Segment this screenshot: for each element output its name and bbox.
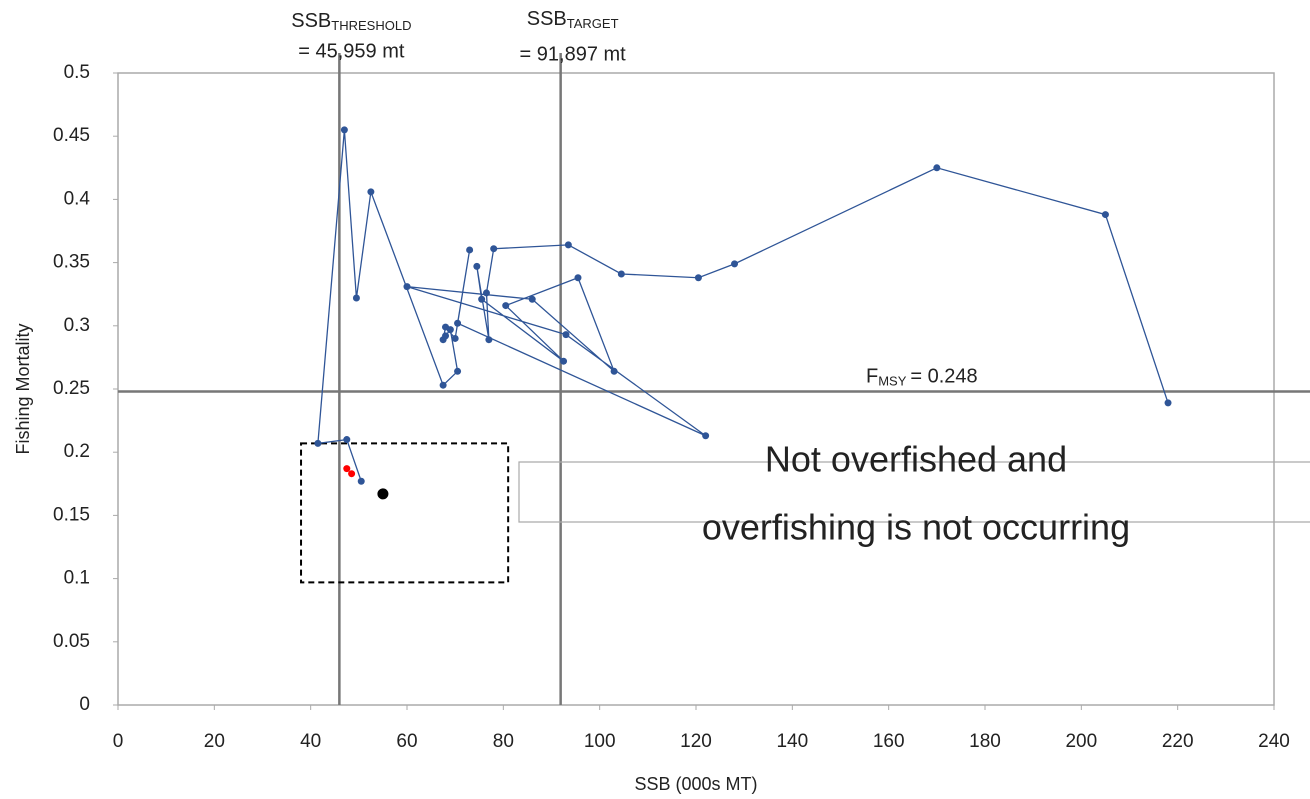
x-tick-label: 60: [396, 731, 417, 752]
x-tick-label: 240: [1258, 731, 1290, 752]
y-tick-label: 0.05: [53, 631, 90, 652]
series-line: [317, 129, 1169, 482]
callout-box: [518, 461, 1310, 523]
annotation: overfishing is not occurring: [702, 507, 1130, 548]
x-tick-label: 80: [493, 731, 514, 752]
reference-subscript: TARGET: [567, 16, 619, 31]
y-tick-label: 0.15: [53, 504, 90, 525]
x-tick-label: 20: [204, 731, 225, 752]
data-point: [348, 470, 356, 478]
data-point: [478, 295, 486, 303]
y-tick-label: 0: [79, 694, 90, 715]
x-tick-label: 180: [969, 731, 1001, 752]
data-point: [446, 326, 454, 334]
x-tick-label: 160: [873, 731, 905, 752]
data-point: [473, 262, 481, 270]
data-point: [442, 332, 450, 340]
data-point: [1164, 399, 1172, 407]
data-point: [1101, 211, 1109, 219]
data-point: [702, 432, 710, 440]
reference-subscript: THRESHOLD: [331, 18, 411, 33]
data-point: [731, 260, 739, 268]
data-point: [466, 246, 474, 254]
reference-name: SSB: [527, 8, 567, 30]
x-tick-label: 220: [1162, 731, 1194, 752]
data-point: [367, 188, 375, 196]
data-point: [617, 270, 625, 278]
x-tick-label: 140: [776, 731, 808, 752]
y-tick-label: 0.5: [64, 62, 90, 83]
data-point: [694, 274, 702, 282]
y-axis-label: Fishing Mortality: [13, 323, 33, 454]
reference-label: SSBTARGET: [527, 8, 619, 31]
y-tick-label: 0.1: [64, 568, 90, 589]
data-point: [377, 488, 389, 500]
data-point: [562, 331, 570, 339]
x-tick-label: 200: [1065, 731, 1097, 752]
data-point: [485, 336, 493, 344]
data-point: [502, 302, 510, 310]
reference-value-label: = 45,959 mt: [298, 40, 405, 62]
reference-name: F: [866, 366, 878, 388]
data-point: [574, 274, 582, 282]
x-tick-label: 120: [680, 731, 712, 752]
region-box: [300, 442, 510, 584]
y-tick-label: 0.2: [64, 441, 90, 462]
data-point: [560, 357, 568, 365]
y-tick-label: 0.4: [64, 188, 91, 209]
y-tick-label: 0.25: [53, 378, 90, 399]
data-point: [454, 319, 462, 327]
plot-border: [117, 72, 1275, 706]
data-point: [528, 295, 536, 303]
data-point: [314, 439, 322, 447]
reference-subscript: MSY: [878, 374, 907, 389]
y-tick-label: 0.35: [53, 252, 90, 273]
data-point: [564, 241, 572, 249]
data-point: [451, 334, 459, 342]
y-tick-label: 0.45: [53, 125, 90, 146]
data-point: [357, 477, 365, 485]
data-point: [403, 283, 411, 291]
data-point: [343, 436, 351, 444]
reference-label: FMSY = 0.248: [866, 366, 978, 389]
data-point: [340, 126, 348, 134]
x-tick-label: 40: [300, 731, 321, 752]
data-point: [454, 367, 462, 375]
data-point: [352, 294, 360, 302]
data-point: [933, 164, 941, 172]
data-point: [343, 465, 351, 473]
reference-name: SSB: [291, 10, 331, 32]
x-axis-label: SSB (000s MT): [634, 774, 757, 794]
x-tick-label: 100: [584, 731, 616, 752]
data-point: [482, 289, 490, 297]
y-tick-label: 0.3: [64, 315, 90, 336]
x-tick-label: 0: [113, 731, 124, 752]
data-point: [490, 245, 498, 253]
reference-value-label: = 0.248: [910, 366, 977, 388]
data-point: [610, 367, 618, 375]
data-point: [439, 381, 447, 389]
reference-value-label: = 91,897 mt: [520, 43, 627, 65]
annotation: Not overfished and: [765, 439, 1067, 480]
reference-label: SSBTHRESHOLD: [291, 10, 411, 33]
